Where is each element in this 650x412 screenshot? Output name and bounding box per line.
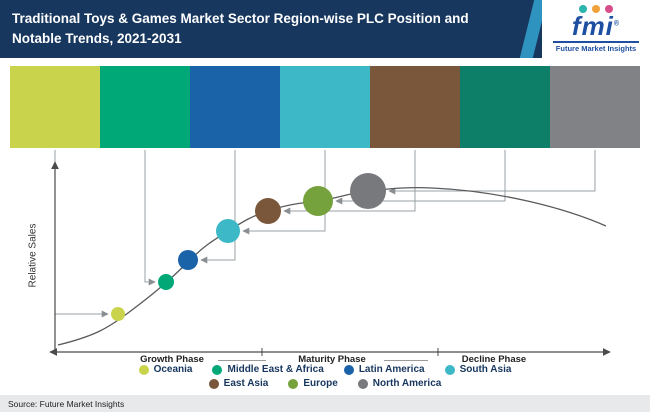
- legend-dot-europe: [288, 378, 299, 389]
- bubble-oceania: [111, 307, 125, 321]
- legend-item-europe: Europe: [288, 378, 338, 389]
- legend-row: Oceania Middle East & Africa Latin America…: [138, 364, 512, 375]
- legend-label: North America: [372, 378, 442, 389]
- bell-icon: [592, 5, 600, 14]
- legend-label: Latin America: [358, 364, 425, 375]
- bubble-europe: [303, 186, 333, 216]
- connector-europe: [335, 150, 506, 205]
- logo-icons: [579, 5, 613, 14]
- title-line-2: Notable Trends, 2021-2031: [12, 30, 182, 46]
- connector-lines: [54, 150, 596, 318]
- legend-dot-north-america: [357, 378, 368, 389]
- fmi-wordmark: fmi®: [571, 11, 621, 42]
- plc-chart: [49, 150, 611, 356]
- legend-item-north-america: North America: [357, 378, 442, 389]
- legend-item-middle-east-africa: Middle East & Africa: [212, 364, 324, 375]
- legend-label: Middle East & Africa: [227, 364, 324, 375]
- phase-label-decline: Decline Phase: [461, 354, 527, 365]
- page-title: Traditional Toys & Games Market Sector R…: [12, 9, 517, 48]
- connector-middle-east-africa: [144, 150, 156, 286]
- region-block-north-america: [550, 66, 640, 148]
- connector-south-asia: [242, 150, 326, 235]
- bubble-east-asia: [255, 198, 281, 224]
- region-blocks: [10, 66, 640, 148]
- legend: Oceania Middle East & Africa Latin America…: [0, 364, 650, 389]
- phase-label-growth: Growth Phase: [140, 354, 204, 365]
- legend-dot-latin-america: [343, 364, 354, 375]
- magnet-icon: [605, 5, 613, 14]
- legend-row: East Asia Europe North America: [208, 378, 442, 389]
- bubble-latin-america: [178, 250, 198, 270]
- region-block-east-asia: [370, 66, 460, 148]
- header-bar: Traditional Toys & Games Market Sector R…: [0, 0, 650, 58]
- legend-item-latin-america: Latin America: [343, 364, 425, 375]
- legend-label: South Asia: [459, 364, 512, 375]
- legend-dot-south-asia: [444, 364, 455, 375]
- legend-dot-middle-east-africa: [212, 364, 223, 375]
- legend-label: Oceania: [153, 364, 193, 375]
- phase-separator-2: [384, 360, 428, 361]
- legend-item-east-asia: East Asia: [208, 378, 269, 389]
- registered-mark: ®: [613, 20, 621, 28]
- region-block-oceania: [10, 66, 100, 148]
- connector-north-america: [388, 150, 596, 195]
- source-note: Source: Future Market Insights: [8, 398, 125, 409]
- phase-label-maturity: Maturity Phase: [298, 354, 366, 365]
- logo-tagline: Future Market Insights: [555, 43, 637, 53]
- bubble-north-america: [350, 173, 386, 209]
- legend-label: Europe: [303, 378, 338, 389]
- region-block-south-asia: [280, 66, 370, 148]
- pin-icon: [579, 5, 587, 14]
- bubble-south-asia: [216, 219, 240, 243]
- title-line-1: Traditional Toys & Games Market Sector R…: [12, 11, 469, 26]
- legend-label: East Asia: [223, 378, 269, 389]
- logo-divider: [553, 40, 639, 43]
- region-block-latin-america: [190, 66, 280, 148]
- region-block-middle-east-africa: [100, 66, 190, 148]
- phase-separator-1: [218, 360, 266, 361]
- legend-dot-east-asia: [208, 378, 219, 389]
- region-bubbles: [111, 173, 386, 321]
- connector-latin-america: [200, 150, 236, 264]
- legend-item-oceania: Oceania: [138, 364, 193, 375]
- legend-dot-oceania: [138, 364, 149, 375]
- legend-item-south-asia: South Asia: [444, 364, 512, 375]
- connector-oceania: [54, 150, 109, 318]
- fmi-logo: fmi® Future Market Insights: [542, 0, 650, 58]
- footer-bar: Source: Future Market Insights: [0, 395, 650, 412]
- bubble-middle-east-africa: [158, 274, 174, 290]
- region-block-europe: [460, 66, 550, 148]
